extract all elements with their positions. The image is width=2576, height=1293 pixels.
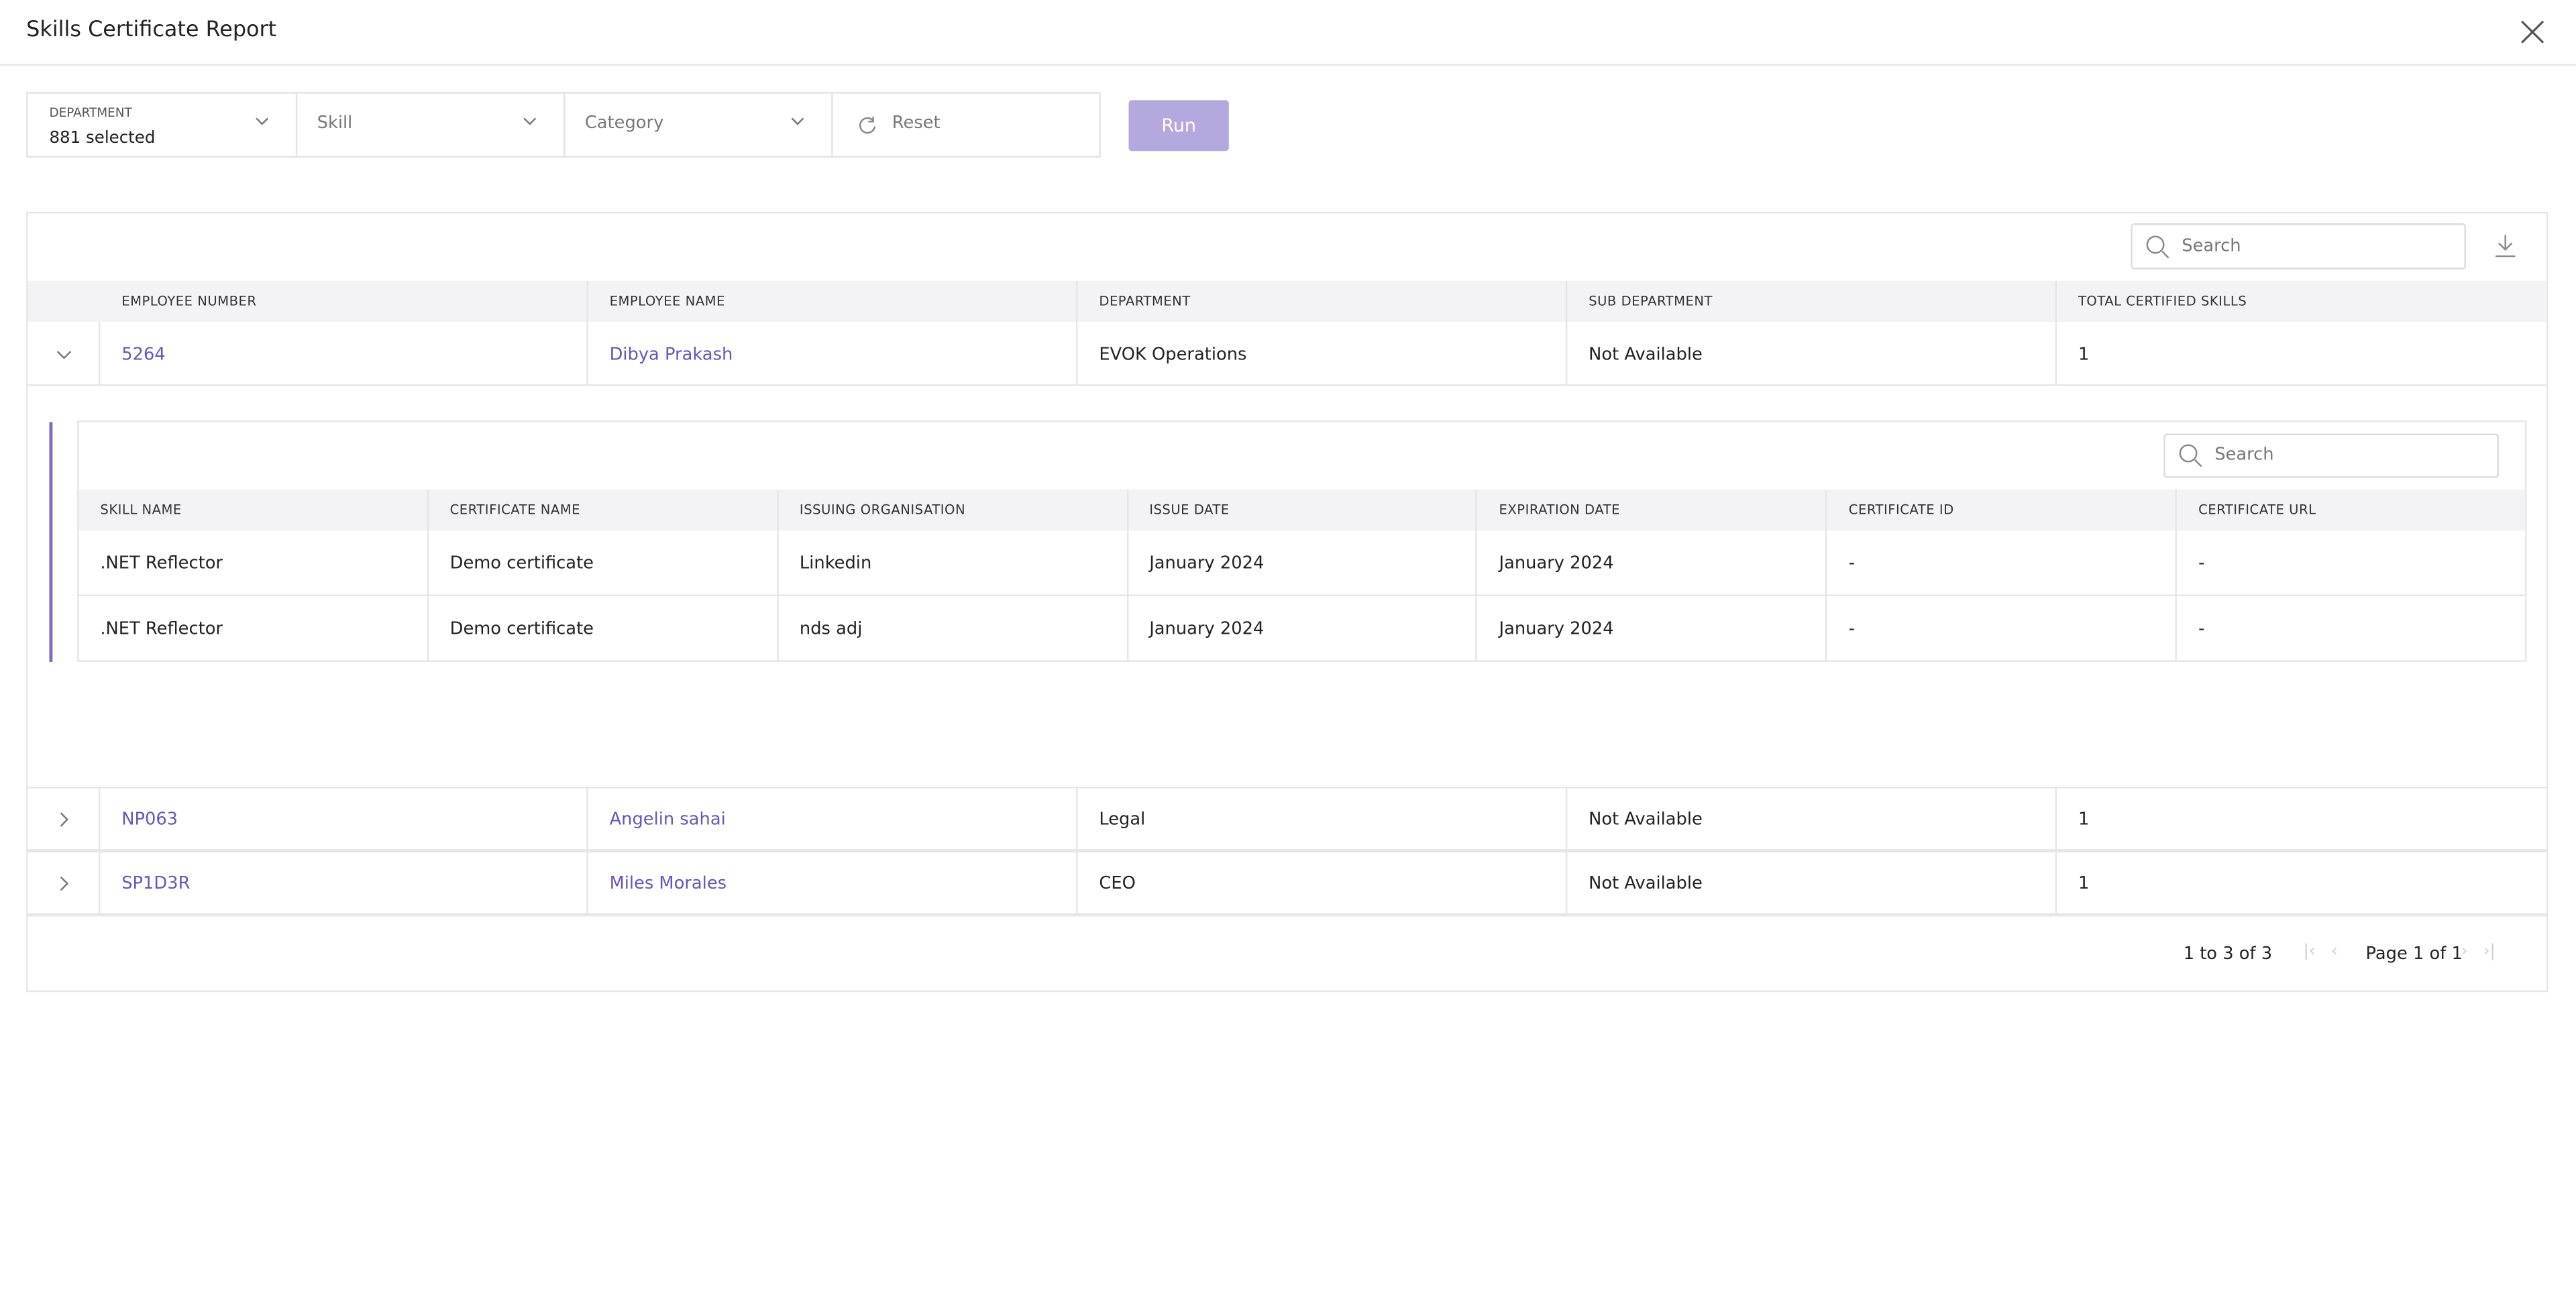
link-cell[interactable]: 5264 — [100, 322, 588, 386]
link-cell[interactable]: NP063 — [100, 787, 588, 851]
sub-cell: .NET Reflector — [79, 596, 429, 662]
search-placeholder: Search — [2182, 236, 2241, 257]
footer-line — [28, 915, 2546, 917]
column-header: EMPLOYEE NAME — [588, 280, 1078, 323]
skill-filter[interactable]: Skill — [296, 92, 566, 158]
sub-column-header: SKILL NAME — [79, 489, 429, 531]
filter-bar — [26, 92, 1101, 158]
pagination-page: Page 1 of 1 — [2365, 944, 2463, 964]
page-nav-prev[interactable]: |‹ ‹ — [2303, 942, 2338, 961]
link-cell[interactable]: Dibya Prakash — [588, 322, 1078, 386]
reset-label: Reset — [892, 113, 941, 133]
header-row — [28, 280, 2546, 323]
filter-placeholder: Skill — [317, 113, 353, 133]
page-nav-next[interactable]: › ›| — [2461, 942, 2496, 961]
close-button[interactable] — [2520, 19, 2545, 44]
column-header: EMPLOYEE NUMBER — [100, 280, 588, 323]
link-cell[interactable]: SP1D3R — [100, 850, 588, 915]
column-header: DEPARTMENT — [1078, 280, 1568, 323]
reset-icon — [859, 116, 876, 134]
sub-search-input[interactable]: Search — [2163, 433, 2499, 478]
sub-cell: Demo certificate — [429, 530, 779, 596]
sub-row — [78, 530, 2526, 596]
sub-cell: January 2024 — [1478, 530, 1827, 596]
cell: Legal — [1078, 787, 1568, 851]
column-header: TOTAL CERTIFIED SKILLS — [2078, 294, 2247, 309]
sub-cell: January 2024 — [1128, 596, 1478, 662]
sub-cell: January 2024 — [1128, 530, 1478, 596]
search-icon — [2179, 444, 2202, 467]
filter-placeholder: Category — [584, 113, 664, 133]
sub-cell: .NET Reflector — [79, 530, 429, 596]
sub-cell: - — [1827, 596, 2178, 662]
cell: EVOK Operations — [1078, 322, 1568, 386]
cell: Not Available — [1567, 787, 2057, 851]
sub-cell: - — [1827, 530, 2178, 596]
sub-column-header: ISSUE DATE — [1128, 489, 1478, 531]
expander[interactable] — [28, 322, 101, 386]
sub-cell: Linkedin — [778, 530, 1128, 596]
link-cell[interactable]: Angelin sahai — [588, 787, 1078, 851]
sub-table-panel — [77, 420, 2527, 662]
chevron — [791, 117, 804, 125]
sub-column-header: CERTIFICATE URL — [2198, 502, 2316, 518]
detail-accent — [49, 422, 53, 662]
sub-column-header: CERTIFICATE NAME — [429, 489, 779, 531]
cell: 1 — [2078, 344, 2090, 364]
sub-cell: Demo certificate — [429, 596, 779, 662]
filter-label: DEPARTMENT — [49, 105, 132, 120]
sub-column-header: CERTIFICATE ID — [1827, 489, 2178, 531]
search-placeholder: Search — [2214, 445, 2274, 465]
row — [28, 850, 2546, 915]
sub-cell: - — [2198, 553, 2205, 573]
sub-column-header: EXPIRATION DATE — [1478, 489, 1827, 531]
link-cell[interactable]: Miles Morales — [588, 850, 1078, 915]
cell: Not Available — [1567, 850, 2057, 915]
expander[interactable] — [28, 787, 101, 851]
chevrons — [256, 117, 537, 125]
search-input[interactable]: Search — [2131, 223, 2466, 270]
run-button[interactable]: Run — [1128, 100, 1229, 152]
reset-button[interactable]: Reset — [831, 92, 1101, 158]
pagination-range: 1 to 3 of 3 — [2183, 944, 2273, 964]
cell: 1 — [2078, 873, 2090, 893]
cell: CEO — [1078, 850, 1568, 915]
row — [28, 787, 2546, 851]
filter-value: 881 selected — [49, 129, 156, 148]
sub-header-row — [78, 489, 2526, 531]
row — [28, 322, 2546, 386]
sub-cell: nds adj — [778, 596, 1128, 662]
title: Skills Certificate Report — [26, 17, 277, 43]
download-button[interactable] — [2494, 233, 2517, 258]
sub-column-header: ISSUING ORGANISATION — [778, 489, 1128, 531]
sub-cell: - — [2198, 619, 2205, 639]
sub-cell: January 2024 — [1478, 596, 1827, 662]
cell: 1 — [2078, 809, 2090, 829]
expander[interactable] — [28, 850, 101, 915]
column-header: SUB DEPARTMENT — [1567, 280, 2057, 323]
search-icon — [2146, 235, 2169, 259]
table-panel — [26, 211, 2548, 993]
category-filter[interactable]: Category — [564, 92, 833, 158]
divider — [0, 64, 2576, 66]
department-filter[interactable]: DEPARTMENT 881 selected — [26, 92, 298, 158]
cell: Not Available — [1567, 322, 2057, 386]
